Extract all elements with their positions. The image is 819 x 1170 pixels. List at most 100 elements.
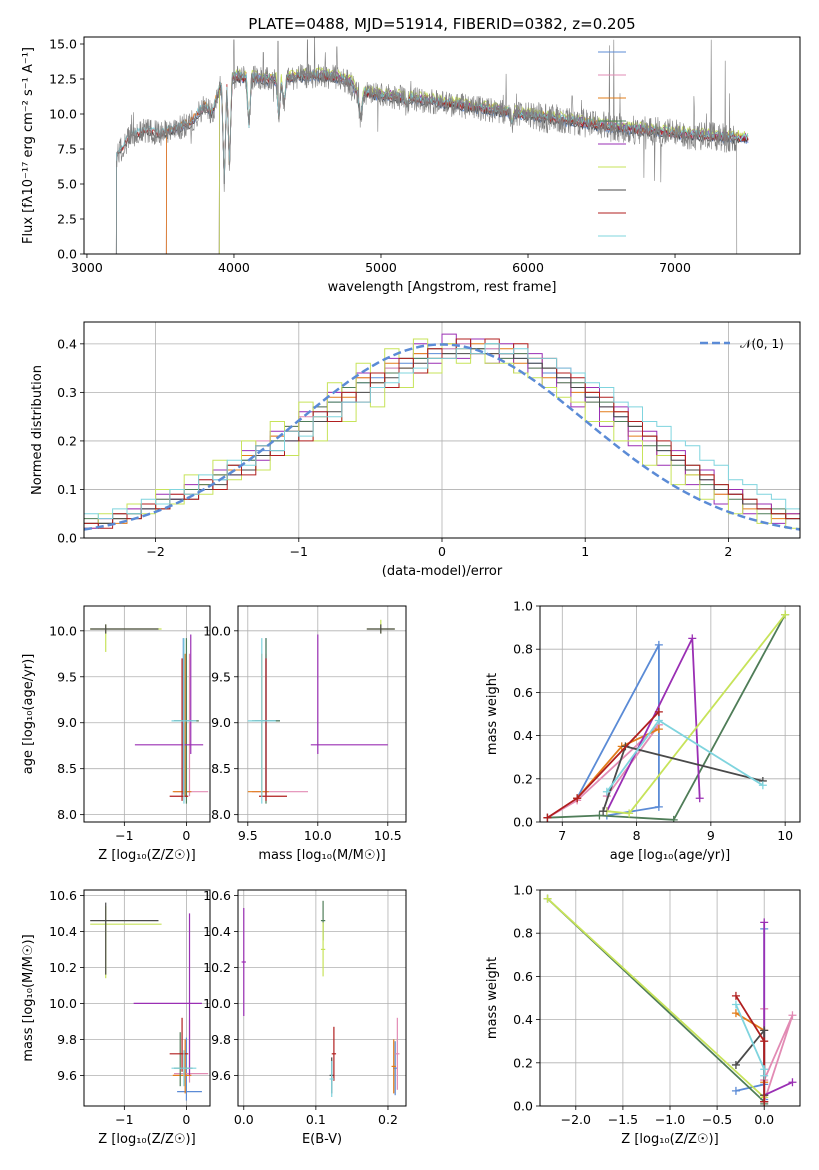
chart-title: PLATE=0488, MJD=51914, FIBERID=0382, z=0… xyxy=(248,15,635,33)
x-tick-label: 6000 xyxy=(512,260,544,275)
weight-line xyxy=(606,638,701,812)
data-spectrum-line xyxy=(116,37,738,254)
x-tick-label: 9.5 xyxy=(238,828,258,843)
x-axis-label: E(B-V) xyxy=(302,1132,342,1147)
y-tick-label: 9.0 xyxy=(57,715,77,730)
weight-marker xyxy=(760,1037,769,1046)
y-tick-label: 8.0 xyxy=(57,807,77,822)
y-tick-label: 10.2 xyxy=(203,960,231,975)
panel-residuals: −2 −1 0 1 2 0.0 0.1 0.2 0.3 0.4 (data-model)/error… xyxy=(30,321,801,579)
x-tick-label: 9 xyxy=(707,828,715,843)
axes-frame xyxy=(539,605,801,823)
weight-marker xyxy=(731,1086,740,1095)
plot-area-spectrum xyxy=(115,37,749,254)
x-tick-label: 0 xyxy=(182,828,190,843)
x-tick-label: 10 xyxy=(777,828,793,843)
y-axis-label: age [log₁₀(age/yr)] xyxy=(21,654,36,775)
grid-weight-vs-age xyxy=(540,605,800,823)
panel-weight-vs-age: 7 8 9 10 0.0 0.2 0.4 0.6 0.8 1.0 age [log₁₀(age/yr… xyxy=(485,599,801,863)
y-tick-label: 9.8 xyxy=(211,1032,231,1047)
y-tick-label: 0.4 xyxy=(57,336,77,351)
x-tick-label: 2 xyxy=(724,544,732,559)
weight-marker xyxy=(731,991,740,1000)
y-tick-label: 0.4 xyxy=(513,1012,533,1027)
y-tick-label: 0.8 xyxy=(513,926,533,941)
panel-age-vs-mass: 9.5 10.0 10.5 8.0 8.5 9.0 9.5 10.0 mass [log₁₀(M… xyxy=(203,605,407,863)
plot-area-mass-vs-EBV xyxy=(241,900,400,1097)
x-axis-label: Z [log₁₀(Z/Z☉)] xyxy=(621,1132,718,1147)
y-tick-label: 10.0 xyxy=(49,996,77,1011)
x-tick-label: 5000 xyxy=(365,260,397,275)
y-tick-label: 8.5 xyxy=(211,761,231,776)
weight-line xyxy=(735,1004,766,1076)
x-axis-label: Z [log₁₀(Z/Z☉)] xyxy=(98,1132,195,1147)
grid-mass-vs-EBV xyxy=(238,890,406,1106)
weight-marker xyxy=(625,809,634,818)
axes-frame xyxy=(83,889,211,1107)
y-tick-label: 10.4 xyxy=(49,924,77,939)
x-axis-label: (data-model)/error xyxy=(382,564,503,579)
weight-marker xyxy=(599,807,608,816)
plot-area-residuals xyxy=(84,333,800,538)
x-tick-label: 0 xyxy=(438,544,446,559)
weight-marker xyxy=(760,918,769,927)
panel-age-vs-Z: −1 0 8.0 8.5 9.0 9.5 10.0 Z [log₁₀(Z/Z☉)] age [l… xyxy=(21,605,211,863)
weight-marker xyxy=(781,610,790,619)
histogram-step-line xyxy=(84,348,800,538)
x-axis-label: mass [log₁₀(M/M☉)] xyxy=(258,848,385,863)
model-spectrum-line xyxy=(218,70,748,254)
weight-marker xyxy=(669,815,678,822)
y-tick-label: 0.6 xyxy=(513,969,533,984)
x-tick-label: 0.0 xyxy=(754,1112,774,1127)
x-tick-label: 8 xyxy=(633,828,641,843)
x-tick-label: −1.0 xyxy=(655,1112,685,1127)
weight-marker xyxy=(654,725,663,734)
weight-marker xyxy=(731,1009,740,1018)
axes-frame xyxy=(237,605,407,823)
panel-weight-vs-Z: −2.0 −1.5 −1.0 −0.5 0.0 0.0 0.2 0.4 0.6 0.8 1.0 Z [… xyxy=(485,883,801,1147)
plot-area-mass-vs-Z xyxy=(90,902,209,1101)
weight-line xyxy=(546,897,766,1100)
plot-area-weight-vs-Z xyxy=(543,894,797,1106)
y-tick-label: 0.0 xyxy=(513,1099,533,1114)
y-tick-label: 9.6 xyxy=(57,1068,77,1083)
y-tick-label: 10.2 xyxy=(49,960,77,975)
x-tick-label: −1.5 xyxy=(608,1112,638,1127)
weight-marker xyxy=(543,894,552,903)
weight-marker xyxy=(760,1071,769,1080)
y-tick-label: 10.0 xyxy=(203,996,231,1011)
y-tick-label: 0.3 xyxy=(57,385,77,400)
axes-frame xyxy=(83,605,211,823)
weight-marker xyxy=(688,634,697,643)
y-tick-label: 12.5 xyxy=(49,72,77,87)
weight-marker xyxy=(654,707,663,716)
y-tick-label: 9.0 xyxy=(211,715,231,730)
weight-marker xyxy=(731,1060,740,1069)
x-tick-label: 10.0 xyxy=(304,828,332,843)
panel-mass-vs-Z: −1 0 9.6 9.8 10.0 10.2 10.4 10.6 Z [log₁₀(Z/Z☉)]… xyxy=(21,888,211,1147)
grid-age-vs-mass xyxy=(238,606,406,822)
y-axis-label: mass weight xyxy=(485,673,500,755)
weight-marker xyxy=(760,1026,769,1035)
weight-line xyxy=(606,719,764,793)
weight-marker xyxy=(760,1097,769,1106)
y-tick-label: 1.0 xyxy=(513,599,533,614)
x-tick-label: −2 xyxy=(146,544,164,559)
x-tick-label: −1 xyxy=(290,544,308,559)
y-tick-label: 0.1 xyxy=(57,482,77,497)
y-tick-label: 0.0 xyxy=(513,815,533,830)
y-axis-label: Normed distribution xyxy=(30,365,45,495)
x-axis-label: Z [log₁₀(Z/Z☉)] xyxy=(98,848,195,863)
y-tick-label: 0.0 xyxy=(57,531,77,546)
weight-line xyxy=(546,711,660,819)
weight-marker xyxy=(695,794,704,803)
model-spectrum-line xyxy=(115,70,749,254)
weight-marker xyxy=(654,640,663,649)
y-tick-label: 10.0 xyxy=(49,623,77,638)
weight-marker xyxy=(731,1000,740,1009)
y-tick-label: 10.4 xyxy=(203,924,231,939)
legend-label: 𝒩(0, 1) xyxy=(740,337,784,351)
legend xyxy=(598,51,626,237)
panel-spectrum: 3000 4000 5000 6000 7000 0.0 2.5 5.0 7.5 10.0 12.5… xyxy=(21,15,801,295)
